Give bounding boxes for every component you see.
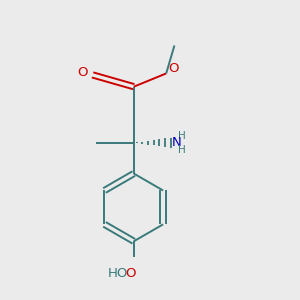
Text: O: O bbox=[77, 66, 88, 79]
Text: N: N bbox=[172, 136, 182, 149]
Text: O: O bbox=[168, 61, 179, 75]
Text: H: H bbox=[178, 131, 186, 141]
Text: H: H bbox=[178, 145, 186, 155]
Text: O: O bbox=[126, 267, 136, 280]
Text: HO: HO bbox=[107, 267, 128, 280]
